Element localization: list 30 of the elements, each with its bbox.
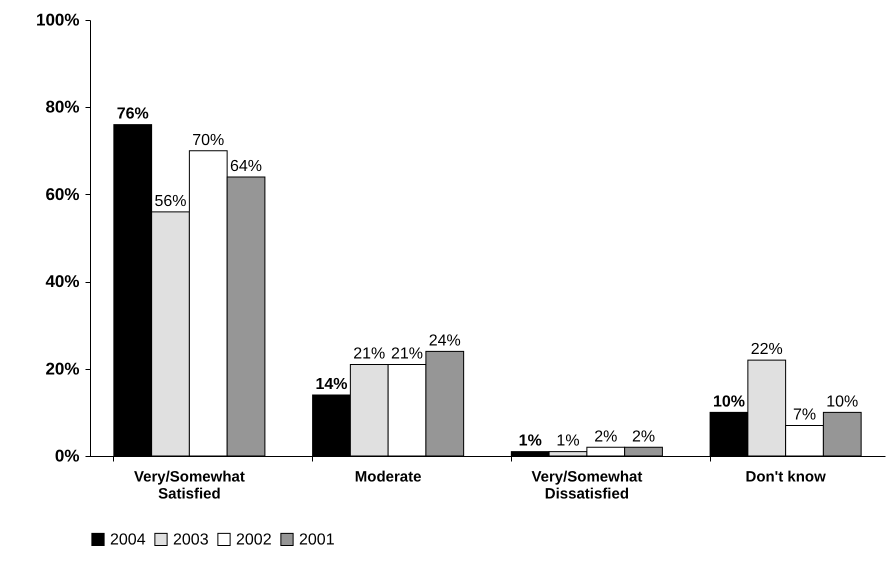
legend-label: 2003 — [173, 531, 209, 548]
legend-label: 2004 — [110, 531, 146, 548]
data-label: 76% — [116, 106, 149, 123]
data-label: 70% — [192, 132, 224, 149]
x-tick-label: Moderate — [354, 468, 422, 486]
data-label: 2% — [594, 428, 618, 446]
y-tick-label: 80% — [45, 98, 80, 117]
x-tick-label: Very/Somewhat Dissatisfied — [531, 468, 642, 502]
y-tick-label: 100% — [36, 10, 80, 30]
data-label: 21% — [353, 345, 386, 362]
data-label: 24% — [428, 332, 461, 350]
data-label: 1% — [556, 432, 580, 450]
data-label: 56% — [154, 192, 187, 210]
legend-label: 2001 — [299, 531, 335, 548]
data-label: 2% — [632, 428, 656, 446]
data-label: 64% — [230, 158, 262, 175]
y-tick-label: 40% — [45, 272, 80, 292]
y-tick-label: 0% — [54, 446, 80, 466]
data-label: 1% — [518, 432, 542, 450]
legend-label: 2002 — [236, 531, 272, 548]
x-tick-label: Very/Somewhat Satisfied — [134, 468, 245, 502]
data-label: 22% — [750, 341, 783, 358]
data-label: 10% — [712, 393, 745, 410]
data-label: 21% — [390, 345, 424, 362]
y-tick-label: 60% — [45, 184, 80, 204]
y-tick-label: 20% — [45, 359, 80, 378]
x-tick-label: Don't know — [746, 468, 826, 486]
data-label: 14% — [315, 376, 348, 393]
data-label: 7% — [792, 406, 816, 424]
data-label: 10% — [826, 393, 858, 410]
